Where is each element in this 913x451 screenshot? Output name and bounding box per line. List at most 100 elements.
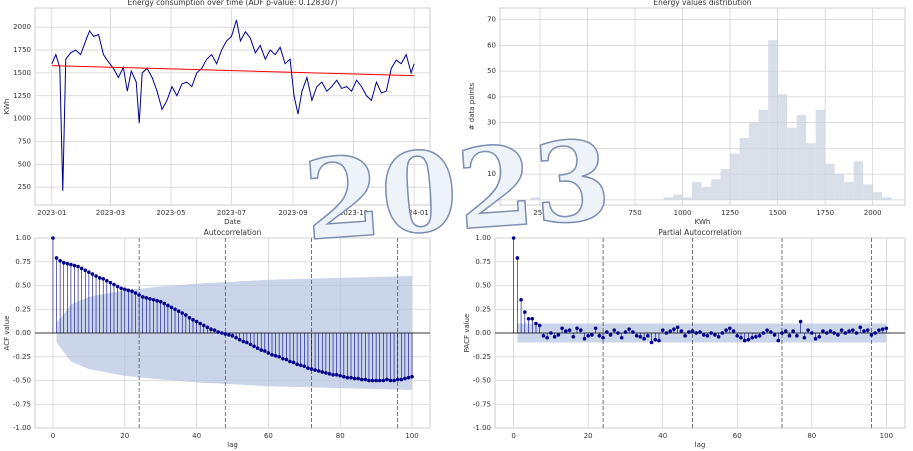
y-tick-label: -0.75 (473, 400, 491, 408)
stem-marker (209, 327, 213, 332)
stem-marker (649, 340, 654, 345)
stem-marker (385, 377, 389, 382)
y-tick-label: 1.00 (475, 234, 491, 242)
stem-marker (252, 344, 256, 349)
stem-marker (597, 334, 602, 338)
stem-marker (130, 289, 134, 294)
x-axis-label: lag (227, 441, 238, 449)
stem-marker (90, 272, 95, 276)
stem-marker (806, 328, 810, 332)
stem-marker (672, 327, 676, 332)
y-tick-label: 50 (487, 67, 496, 75)
stem-marker (327, 372, 332, 376)
y-tick-label: -1.00 (473, 424, 491, 432)
x-tick-label: 40 (192, 432, 201, 440)
stem-marker (664, 331, 669, 335)
x-axis-label: KWh (695, 218, 711, 226)
stem-marker (248, 342, 253, 347)
x-tick-label: 2023-03 (96, 209, 125, 217)
x-tick-label: 60 (264, 432, 273, 440)
stem-marker (731, 329, 736, 333)
hist-bar (530, 197, 540, 200)
x-axis-label: Date (224, 218, 241, 226)
stem-marker (169, 305, 174, 310)
stem-marker (201, 323, 206, 328)
stem-marker (884, 326, 889, 331)
stem-marker (212, 328, 217, 332)
stem-marker (392, 378, 396, 383)
stem-marker (560, 326, 564, 331)
stem-marker (108, 280, 113, 285)
stem-marker (302, 364, 307, 369)
stem-marker (608, 333, 613, 337)
stem-marker (612, 328, 617, 332)
stem-marker (843, 331, 848, 335)
stem-marker (675, 325, 680, 330)
y-axis-label: KWh (3, 99, 11, 115)
stem-marker (586, 334, 590, 338)
stem-marker (410, 374, 414, 379)
stem-marker (783, 329, 788, 333)
stem-marker (54, 256, 59, 260)
stem-marker (757, 334, 762, 338)
stem-marker (660, 328, 665, 332)
hist-bar (834, 174, 845, 200)
stem-marker (646, 334, 650, 338)
plot-area (499, 7, 906, 206)
y-tick-label: -0.25 (13, 353, 31, 361)
stem-marker (836, 333, 840, 337)
stem-marker (720, 331, 725, 335)
stem-marker (280, 356, 285, 361)
hist-bar (872, 192, 883, 200)
stem-marker (873, 331, 877, 335)
y-tick-label: -0.75 (13, 400, 31, 408)
stem-marker (739, 335, 743, 340)
stem-marker (765, 328, 769, 332)
stem-marker (359, 377, 364, 382)
stem-marker (137, 293, 141, 297)
stem-marker (638, 335, 643, 339)
x-tick-label: 100 (880, 432, 893, 440)
stem-marker (284, 357, 289, 362)
stem-marker (728, 326, 732, 331)
x-tick-label: 0 (511, 432, 515, 440)
stem-marker (230, 334, 235, 338)
stem-marker (194, 319, 199, 324)
stem-marker (605, 330, 609, 334)
stem-marker (537, 323, 542, 328)
stem-marker (342, 374, 346, 379)
x-tick-label: 2000 (864, 209, 882, 217)
hist-bar (720, 168, 731, 200)
y-tick-label: 1000 (13, 115, 31, 123)
y-tick-label: 0.75 (15, 258, 31, 266)
x-tick-label: 2023-05 (156, 209, 185, 217)
x-tick-label: 500 (581, 209, 594, 217)
stem-marker (735, 334, 740, 338)
stem-marker (627, 327, 631, 332)
y-tick-label: 1750 (13, 46, 31, 54)
stem-marker (313, 368, 317, 372)
stem-marker (578, 328, 583, 332)
stem-marker (306, 366, 310, 370)
stem-marker (746, 337, 751, 342)
stem-marker (877, 328, 881, 332)
stem-marker (832, 331, 836, 335)
x-tick-label: 2023-11 (339, 209, 368, 217)
stem-marker (83, 268, 88, 273)
stem-marker (821, 329, 825, 333)
x-tick-label: 1500 (769, 209, 787, 217)
hist-bar (806, 143, 816, 200)
stem-marker (619, 335, 624, 340)
stem-marker (187, 316, 192, 320)
stem-marker (634, 334, 639, 338)
stem-marker (180, 311, 185, 315)
stem-marker (288, 359, 292, 364)
y-tick-label: 0 (492, 196, 496, 204)
stem-marker (298, 363, 303, 368)
stem-marker (515, 256, 520, 260)
stem-marker (698, 330, 702, 334)
stem-marker (772, 333, 777, 337)
y-tick-label: 0.50 (15, 282, 31, 290)
y-tick-label: -0.50 (473, 377, 491, 385)
stem-marker (657, 338, 661, 343)
